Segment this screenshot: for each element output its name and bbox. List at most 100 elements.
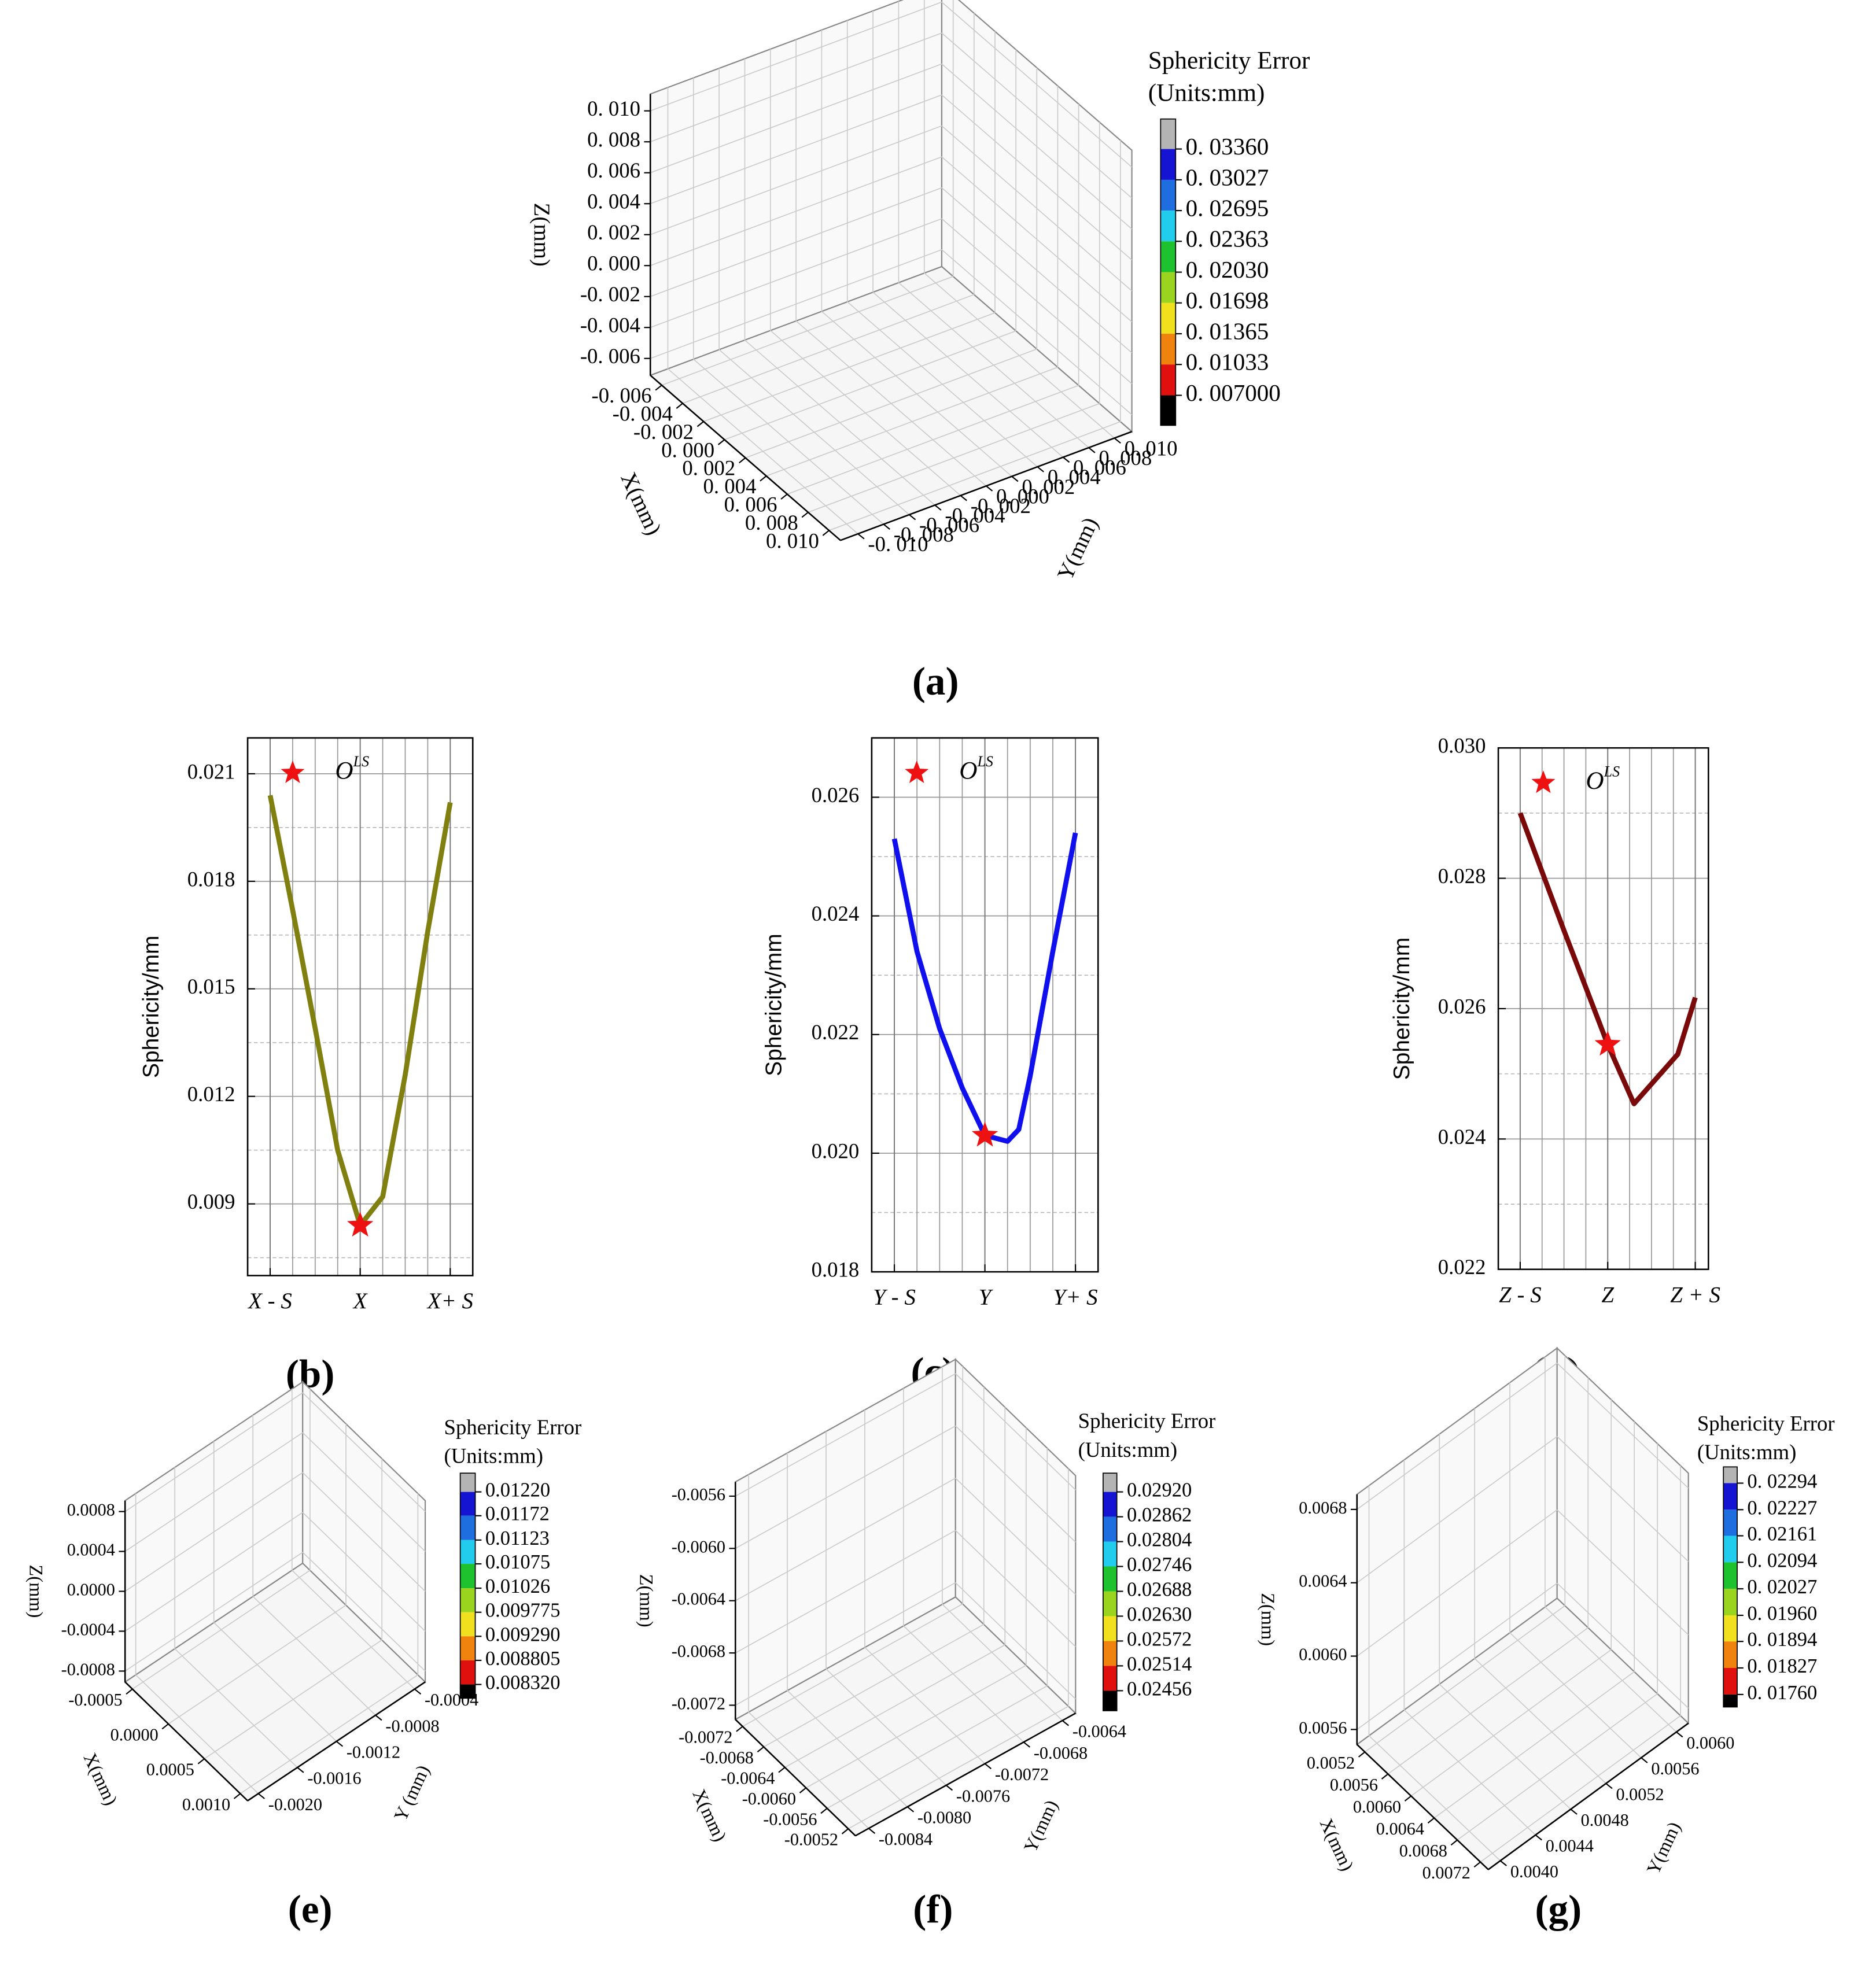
y-tick-label: 0. 010 (1125, 437, 1178, 460)
grid-line (805, 1664, 1027, 1789)
x-tick-label: -0. 006 (592, 383, 652, 407)
y-axis-label: Sphericity/mm (1390, 937, 1414, 1080)
colorbar-tick-label: 0. 01894 (1747, 1629, 1817, 1651)
colorbar-tick-label: 0. 01960 (1747, 1603, 1817, 1625)
legend-marker (1531, 770, 1556, 793)
colorbar-tick-label: 0.02630 (1127, 1603, 1192, 1625)
grid-line (174, 1648, 298, 1768)
grid-line (302, 1512, 426, 1632)
colorbar-tick-label: 0.02572 (1127, 1628, 1192, 1650)
x-tick-label: 0. 006 (724, 492, 777, 516)
z-tick-label: -0.0072 (672, 1693, 725, 1713)
grid-line (693, 359, 884, 525)
z-tick-label: 0.0008 (67, 1500, 115, 1519)
y-tick-label: 0. 000 (996, 484, 1049, 508)
x-tick-label: 0. 008 (745, 511, 798, 534)
colorbar-segment (1103, 1541, 1117, 1567)
y-tick-label: -0.0020 (268, 1795, 322, 1814)
colorbar-segment (460, 1515, 476, 1540)
grid-line (735, 1373, 956, 1497)
x-tick (1358, 1751, 1366, 1758)
colorbar-segment (1103, 1566, 1117, 1592)
x-tick-label: -0. 004 (613, 402, 673, 426)
colorbar-tick-label: 0. 007000 (1186, 379, 1281, 406)
z-tick-label: 0.0000 (67, 1579, 115, 1599)
colorbar-tick-label: 0.02688 (1127, 1578, 1192, 1600)
colorbar-tick-label: 0. 02363 (1186, 226, 1269, 252)
grid-line (942, 1604, 1063, 1721)
y-tick-label: 0.0056 (1651, 1759, 1699, 1778)
grid-line (770, 330, 961, 496)
colorbar-segment (1723, 1615, 1738, 1642)
grid-line (302, 1472, 426, 1592)
legend-label: OLS (959, 753, 993, 784)
panel-label: (a) (912, 659, 959, 703)
y-tick-label: -0. 004 (945, 503, 1005, 527)
x-tick (820, 1807, 828, 1814)
grid-line (748, 1711, 869, 1829)
colorbar-tick-label: 0.02746 (1127, 1553, 1192, 1575)
y-tick-label: 0.0060 (1686, 1733, 1734, 1752)
plot-frame (246, 737, 474, 1276)
grid-line (213, 1622, 337, 1742)
grid-line (1387, 1627, 1588, 1775)
x-tick (841, 1828, 849, 1835)
axis-line (840, 431, 1133, 541)
y-tick (868, 1828, 876, 1834)
y-tick-label: 0.012 (187, 1082, 235, 1106)
y-tick (1114, 437, 1121, 444)
x-tick-label: 0. 002 (682, 456, 735, 480)
grid-line (924, 272, 1115, 439)
colorbar-segment (1723, 1509, 1738, 1536)
grid-line (735, 1425, 956, 1549)
axis-line (1488, 1722, 1689, 1870)
colorbar-segment (1160, 302, 1176, 334)
colorbar-title: Sphericity Error (1697, 1411, 1835, 1435)
z-tick-label: 0.0004 (67, 1540, 115, 1559)
x-tick (1381, 1773, 1389, 1780)
colorbar-segment (1103, 1473, 1117, 1492)
grid-line (1557, 1436, 1689, 1562)
grid-line (1368, 1735, 1501, 1861)
grid-line (872, 291, 1064, 458)
data-line (1517, 812, 1698, 1106)
y-tick-label: 0.030 (1438, 734, 1486, 758)
colorbar-tick-label: 0. 01827 (1747, 1655, 1817, 1677)
colorbar-segment (1723, 1668, 1738, 1695)
legend-label: OLS (1586, 763, 1620, 794)
x-tick-label: 0.0072 (1422, 1863, 1470, 1883)
colorbar-title: Sphericity Error (1078, 1409, 1216, 1433)
optimum-marker (347, 1212, 374, 1237)
y-tick-label: 0.028 (1438, 864, 1486, 888)
grid-line (1357, 1509, 1558, 1657)
colorbar-segment (1160, 272, 1176, 303)
z-tick-label: 0.0068 (1299, 1498, 1347, 1518)
grid-line (735, 1582, 956, 1706)
grid-line (735, 1478, 956, 1601)
colorbar-title: Sphericity Error (1148, 46, 1310, 74)
colorbar-segment (1103, 1641, 1117, 1666)
x-tick-label: 0. 000 (661, 438, 714, 462)
z-tick-label: -0.0064 (672, 1589, 725, 1609)
y-tick (857, 533, 865, 540)
z-tick-label: -0.0060 (672, 1537, 725, 1556)
z-tick-label: -0.0004 (61, 1619, 115, 1639)
colorbar-segment (1723, 1589, 1738, 1616)
y-axis-label: Sphericity/mm (762, 933, 787, 1076)
y-tick-label: 0.020 (812, 1139, 860, 1162)
y-tick-label: -0.0076 (956, 1786, 1010, 1806)
colorbar-tick-label: 0.008805 (485, 1648, 561, 1670)
y-tick-label: 0.022 (1438, 1255, 1486, 1279)
grid-line (864, 1647, 986, 1765)
colorbar-segment (1723, 1483, 1738, 1510)
colorbar-segment (460, 1540, 476, 1564)
x-tick-label: Y+ S (1053, 1285, 1098, 1310)
y-tick-label: 0.021 (187, 759, 235, 783)
x-tick-label: -0.0068 (700, 1748, 754, 1767)
colorbar-segment (460, 1660, 476, 1685)
y-tick (297, 1767, 304, 1773)
colorbar-segment (460, 1636, 476, 1660)
grid-line (827, 1685, 1048, 1809)
x-tick-label: -0.0072 (679, 1728, 732, 1747)
x-tick (780, 493, 788, 500)
